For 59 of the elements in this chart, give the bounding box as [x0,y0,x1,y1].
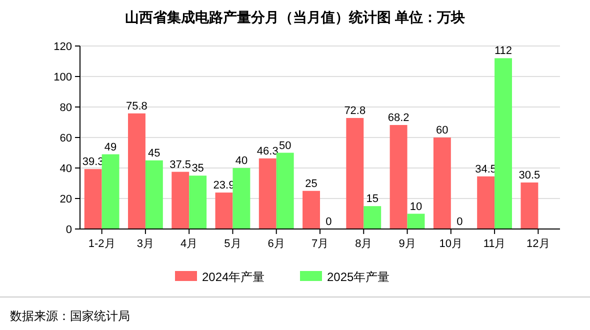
x-tick-label: 11月 [483,238,506,250]
bar [477,176,495,229]
data-label: 0 [456,216,463,228]
x-tick-label: 4月 [180,238,198,250]
bar [276,152,294,229]
data-label: 10 [410,200,422,213]
bar [102,154,120,229]
data-label: 112 [494,45,512,58]
x-tick-label: 10月 [439,238,463,250]
data-label: 46.3 [256,145,278,158]
source-note: 数据来源：国家统计局 [10,309,130,323]
x-tick-label: 7月 [311,238,329,250]
data-label: 60 [436,124,448,136]
bar [346,118,364,229]
bar [172,172,190,229]
y-tick-label: 100 [54,72,72,84]
bar [232,168,250,229]
data-label: 72.8 [344,104,366,117]
data-label: 30.5 [518,169,540,182]
legend-label: 2024年产量 [202,270,265,284]
bar [215,192,233,229]
x-tick-label: 6月 [268,238,285,250]
data-label: 37.5 [170,158,192,171]
x-tick-label: 9月 [398,238,416,250]
bar [302,190,320,229]
bar [84,169,102,229]
y-tick-label: 20 [60,194,72,206]
legend-label: 2025年产量 [327,270,390,284]
data-label: 15 [366,193,378,206]
data-label: 49 [104,141,117,154]
bar [128,113,146,229]
data-label: 35 [192,162,204,175]
bar [258,158,276,229]
y-tick-label: 120 [54,41,72,53]
bar [390,124,408,229]
y-tick-label: 40 [60,163,72,175]
bar [364,206,382,229]
bar [145,160,163,229]
y-tick-label: 80 [60,102,72,114]
data-label: 50 [278,140,292,152]
x-tick-label: 5月 [224,238,242,250]
bar [189,176,207,229]
bar [433,138,451,229]
bar [520,182,538,229]
x-tick-label: 12月 [526,238,550,250]
bar [494,58,512,229]
data-label: 40 [235,155,248,167]
data-label: 45 [148,147,160,160]
x-tick-label: 3月 [136,238,154,250]
x-tick-label: 1-2月 [88,238,116,250]
bar [407,214,425,229]
y-tick-label: 60 [60,132,72,144]
data-label: 0 [326,216,332,228]
chart-title: 山西省集成电路产量分月（当月值）统计图 单位：万块 [125,9,465,25]
data-label: 68.2 [388,112,410,124]
y-tick-label: 0 [66,224,72,236]
data-label: 75.8 [126,100,148,112]
x-tick-label: 8月 [355,238,372,250]
data-label: 25 [305,178,318,190]
